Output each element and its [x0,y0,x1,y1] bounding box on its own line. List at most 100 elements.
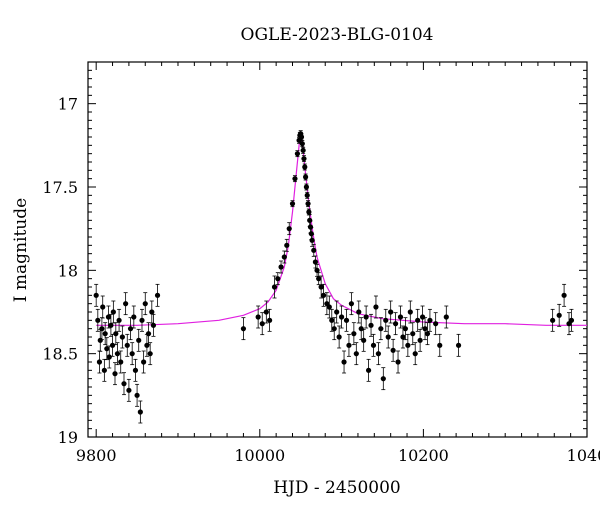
data-point [305,201,311,207]
data-point [126,387,132,393]
data-point [110,309,116,315]
data-point [329,317,335,323]
x-axis-label: HJD - 2450000 [273,478,401,498]
data-point [561,292,567,298]
data-point [271,284,278,290]
data-point [361,337,367,343]
data-point [405,342,411,348]
data-point [134,392,140,398]
x-tick-label: 9800 [76,446,117,465]
x-tick-label: 10000 [234,446,285,465]
data-point [149,309,155,315]
data-point [443,314,449,320]
data-point [343,317,350,323]
y-tick-label: 17.5 [42,178,78,197]
data-point [286,226,292,232]
data-point [289,201,296,207]
data-point [300,147,306,153]
data-point [424,331,431,337]
data-point [368,322,374,328]
y-axis-label: I magnitude [11,198,31,302]
data-point [385,334,391,340]
x-tick-label: 10200 [398,446,449,465]
data-point [278,264,284,270]
data-point [407,309,413,315]
y-tick-label: 19 [58,428,78,447]
x-tick-label: 1040 [567,446,600,465]
data-point [358,326,364,332]
data-point [114,351,121,357]
model-curve [96,133,587,326]
data-point [109,342,116,348]
data-point [383,317,389,323]
data-point [356,309,362,315]
data-point [275,276,281,282]
data-point [119,334,125,340]
data-point [281,254,287,260]
data-point [348,301,355,307]
data-point [299,141,305,147]
data-point [433,321,439,327]
data-point [378,326,384,332]
data-point [142,301,148,307]
data-point [308,231,314,237]
data-point [375,351,382,357]
data-point [307,224,314,230]
plot-area: 9800 10000 10200 1040 17 17.5 18 18.5 19 [42,61,600,465]
data-point [302,164,308,170]
data-point [96,359,103,365]
data-point [100,304,106,310]
data-point [105,314,112,320]
data-point [365,367,372,373]
data-point [302,174,309,180]
data-point [390,347,396,353]
data-point [373,304,379,310]
data-point [267,317,273,323]
data-point [312,259,319,265]
data-point [129,351,135,357]
data-point [455,342,462,348]
data-point [402,326,408,332]
data-point [263,309,269,315]
data-point [101,367,107,373]
data-point [427,317,433,323]
data-point [154,292,161,298]
data-point [412,351,418,357]
data-point [301,156,307,162]
data-point [331,326,337,332]
data-point [298,134,305,140]
data-point [568,317,575,323]
data-point [259,321,265,327]
data-point [99,326,105,332]
data-point [106,354,112,360]
y-tick-label: 17 [58,95,78,114]
data-point [147,351,153,357]
data-point [410,331,416,337]
data-point [341,359,347,365]
data-point [346,342,352,348]
plot-frame [87,61,588,438]
data-point [380,376,386,382]
data-point [139,317,145,323]
data-point [388,309,394,315]
data-point [124,342,130,348]
data-point [550,317,556,323]
data-point [395,359,401,365]
data-point [392,321,399,327]
data-point [93,292,99,298]
data-point [304,192,310,198]
data-point [132,367,139,373]
data-point [113,331,119,337]
data-point [318,284,324,290]
y-tick-label: 18.5 [42,345,78,364]
data-point [150,322,157,328]
chart-title: OGLE-2023-BLG-0104 [241,25,434,45]
data-point [334,309,340,315]
data-point [141,359,147,365]
data-point [338,314,345,320]
data-point [116,317,122,323]
data-point [137,409,143,415]
data-point [292,176,298,182]
data-point [311,247,317,253]
